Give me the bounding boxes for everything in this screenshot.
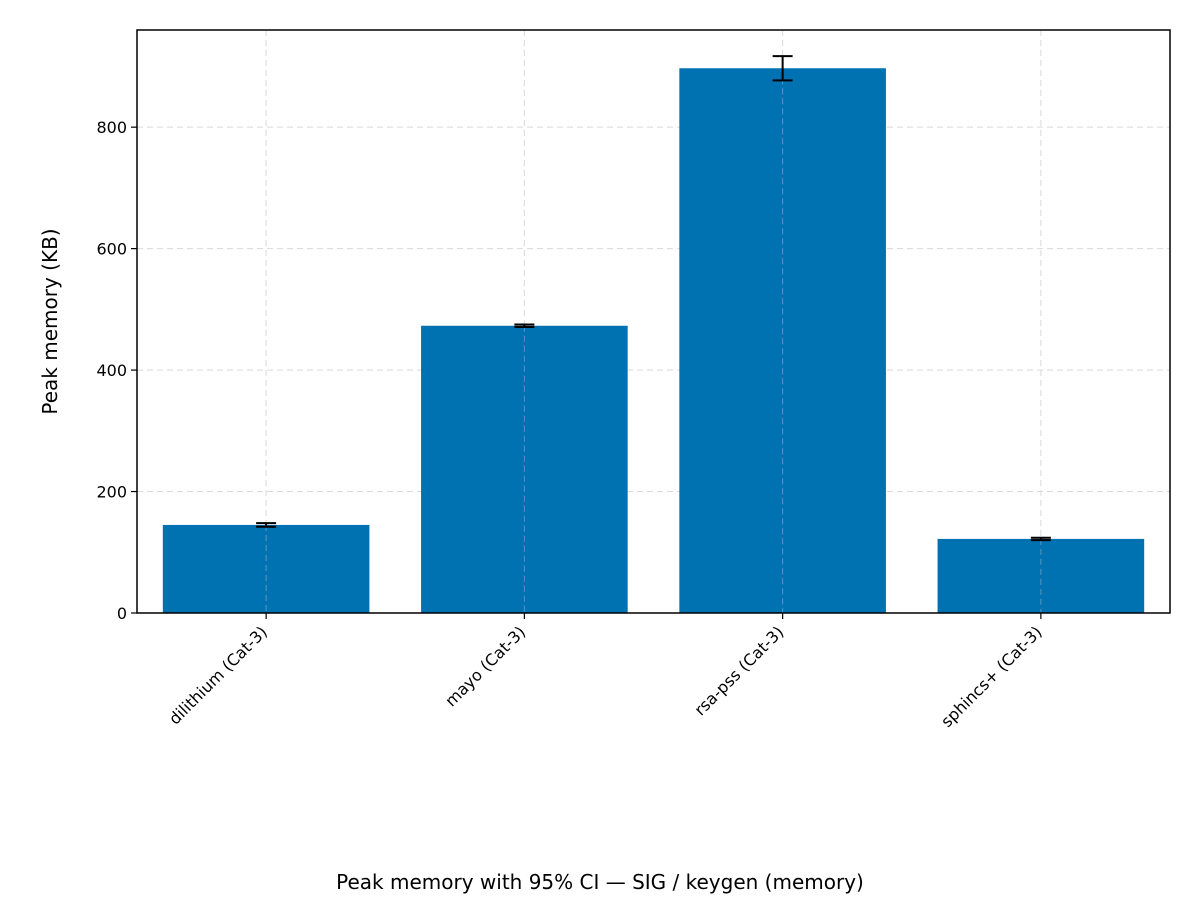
error-bar (256, 522, 277, 528)
chart-caption: Peak memory with 95% CI — SIG / keygen (… (336, 870, 864, 894)
x-tick-label: sphincs+ (Cat-3) (937, 622, 1046, 731)
y-axis-ticks: 0 200 400 600 800 (96, 118, 137, 623)
x-axis-ticks: dilithium (Cat-3) mayo (Cat-3) rsa-pss (Ca… (165, 613, 1046, 731)
plot-frame (136, 29, 1171, 614)
y-tick-label: 200 (96, 483, 127, 502)
y-axis-label: Peak memory (KB) (38, 228, 62, 414)
bars (162, 68, 1145, 613)
error-bars (256, 55, 1051, 542)
y-tick-label: 400 (96, 361, 127, 380)
error-bar (772, 55, 793, 82)
y-tick-label: 0 (117, 604, 127, 623)
error-bar (1030, 536, 1051, 542)
x-tick-label: mayo (Cat-3) (441, 622, 529, 710)
x-tick-label: rsa-pss (Cat-3) (691, 622, 788, 719)
y-tick-label: 600 (96, 240, 127, 259)
x-tick-label: dilithium (Cat-3) (165, 622, 271, 728)
y-tick-label: 800 (96, 118, 127, 137)
error-bar (514, 323, 535, 328)
